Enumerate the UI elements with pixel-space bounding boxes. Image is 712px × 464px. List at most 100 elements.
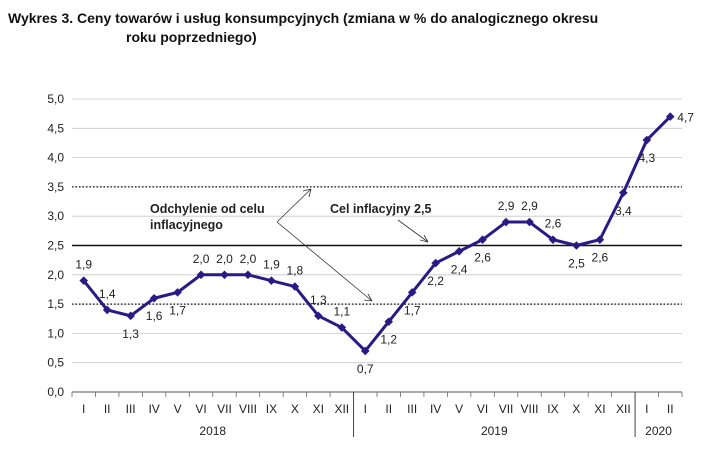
annotation-deviation-line1: Odchylenie od celu [150, 202, 265, 216]
y-tick-label: 1,5 [47, 297, 64, 311]
data-label: 1,9 [75, 258, 92, 272]
data-point [173, 288, 182, 297]
data-point [454, 247, 464, 256]
data-label: 2,0 [216, 252, 233, 266]
data-point [314, 311, 323, 321]
x-tick-label: X [291, 402, 299, 416]
x-tick-label: VI [195, 402, 206, 416]
annotation-arrowhead-upper [302, 188, 312, 198]
x-tick-label: XII [616, 402, 631, 416]
y-tick-label: 4,5 [47, 121, 64, 135]
data-point [572, 241, 581, 250]
data-label: 1,9 [263, 258, 280, 272]
data-point [478, 235, 487, 244]
data-label: 1,8 [287, 264, 304, 278]
x-tick-label: V [174, 402, 182, 416]
x-tick-label: VI [477, 402, 488, 416]
year-label: 2020 [645, 424, 672, 438]
x-tick-label: IX [547, 402, 558, 416]
annotation-arrowhead-target [419, 234, 429, 243]
data-point [525, 217, 534, 227]
y-tick-label: 1,0 [47, 326, 64, 340]
x-axis: I II III IV V VI VII VIII IX X XI XII I II III IV V VI VII… [71, 391, 683, 438]
x-tick-label: II [385, 402, 392, 416]
data-point [548, 235, 558, 244]
year-label: 2018 [199, 424, 226, 438]
data-label: 2,4 [451, 262, 468, 276]
data-label: 1,2 [380, 333, 397, 347]
data-label: 1,1 [333, 305, 350, 319]
data-label: 2,2 [427, 274, 444, 288]
data-label: 1,7 [404, 303, 421, 317]
series-line-cpi [82, 115, 672, 353]
x-tick-label: II [104, 402, 111, 416]
data-label: 2,6 [592, 251, 609, 265]
chart-title: Wykres 3. Ceny towarów i usług konsumpcy… [8, 9, 698, 47]
data-point [501, 217, 511, 227]
chart-title-line2: roku poprzedniego) [126, 29, 257, 45]
x-tick-label: I [645, 402, 648, 416]
x-tick-label: IV [148, 402, 159, 416]
annotation-inflation-target: Cel inflacyjny 2,5 [330, 202, 431, 216]
data-label: 2,9 [521, 199, 538, 213]
annotation-arrow-lower [276, 221, 373, 302]
data-label: 1,7 [169, 303, 186, 317]
year-label: 2019 [481, 424, 508, 438]
data-point [431, 258, 440, 268]
data-point [290, 282, 300, 291]
y-tick-label: 2,5 [47, 239, 64, 253]
data-point [642, 135, 652, 145]
annotation-arrow-target [397, 219, 429, 243]
x-tick-label: XII [334, 402, 349, 416]
data-point [79, 276, 89, 285]
x-tick-label: VII [217, 402, 232, 416]
x-tick-label: X [572, 402, 580, 416]
data-label: 4,3 [638, 151, 655, 165]
x-tick-label: VIII [239, 402, 257, 416]
data-point [220, 270, 229, 280]
y-axis-tick-labels: 0,0 0,5 1,0 1,5 2,0 2,5 3,0 3,5 4,0 4,5 5,0 [47, 92, 64, 399]
data-point [384, 317, 394, 326]
x-tick-label: IX [266, 402, 277, 416]
data-labels: 1,9 1,4 1,3 1,6 1,7 2,0 2,0 2,0 1,9 1,8 1,3 1,1 0,7 1… [75, 111, 694, 376]
data-label: 2,0 [240, 252, 257, 266]
data-label: 2,6 [545, 217, 562, 231]
data-label: 1,6 [146, 309, 163, 323]
data-point [665, 112, 675, 121]
data-point [337, 323, 347, 332]
x-tick-label: V [455, 402, 463, 416]
x-tick-label: IV [430, 402, 441, 416]
y-tick-label: 2,0 [47, 268, 64, 282]
x-tick-label: II [667, 402, 674, 416]
data-label: 0,7 [357, 362, 374, 376]
data-point [102, 305, 112, 315]
data-point [407, 288, 417, 297]
x-tick-label: VIII [520, 402, 538, 416]
data-label: 2,0 [193, 252, 210, 266]
chart-title-line1: Wykres 3. Ceny towarów i usług konsumpcy… [8, 10, 599, 26]
data-label: 1,3 [310, 293, 327, 307]
data-label: 2,5 [568, 257, 585, 271]
annotation-arrow-upper [276, 188, 312, 223]
x-tick-label: III [126, 402, 136, 416]
data-label: 3,4 [615, 204, 632, 218]
y-tick-label: 3,0 [47, 209, 64, 223]
data-label: 4,7 [677, 111, 694, 125]
y-tick-label: 3,5 [47, 180, 64, 194]
y-tick-label: 0,0 [47, 385, 64, 399]
data-point [243, 270, 253, 280]
data-point [360, 346, 370, 356]
y-tick-label: 5,0 [47, 92, 64, 106]
data-label: 1,4 [99, 287, 116, 301]
x-tick-label: VII [499, 402, 514, 416]
y-tick-label: 4,0 [47, 151, 64, 165]
y-tick-label: 0,5 [47, 356, 64, 370]
x-tick-label: III [407, 402, 417, 416]
x-tick-label: XI [313, 402, 324, 416]
data-point [619, 188, 628, 198]
data-point [196, 270, 206, 280]
data-point [595, 235, 605, 244]
data-point [126, 311, 135, 321]
data-point [267, 276, 276, 285]
